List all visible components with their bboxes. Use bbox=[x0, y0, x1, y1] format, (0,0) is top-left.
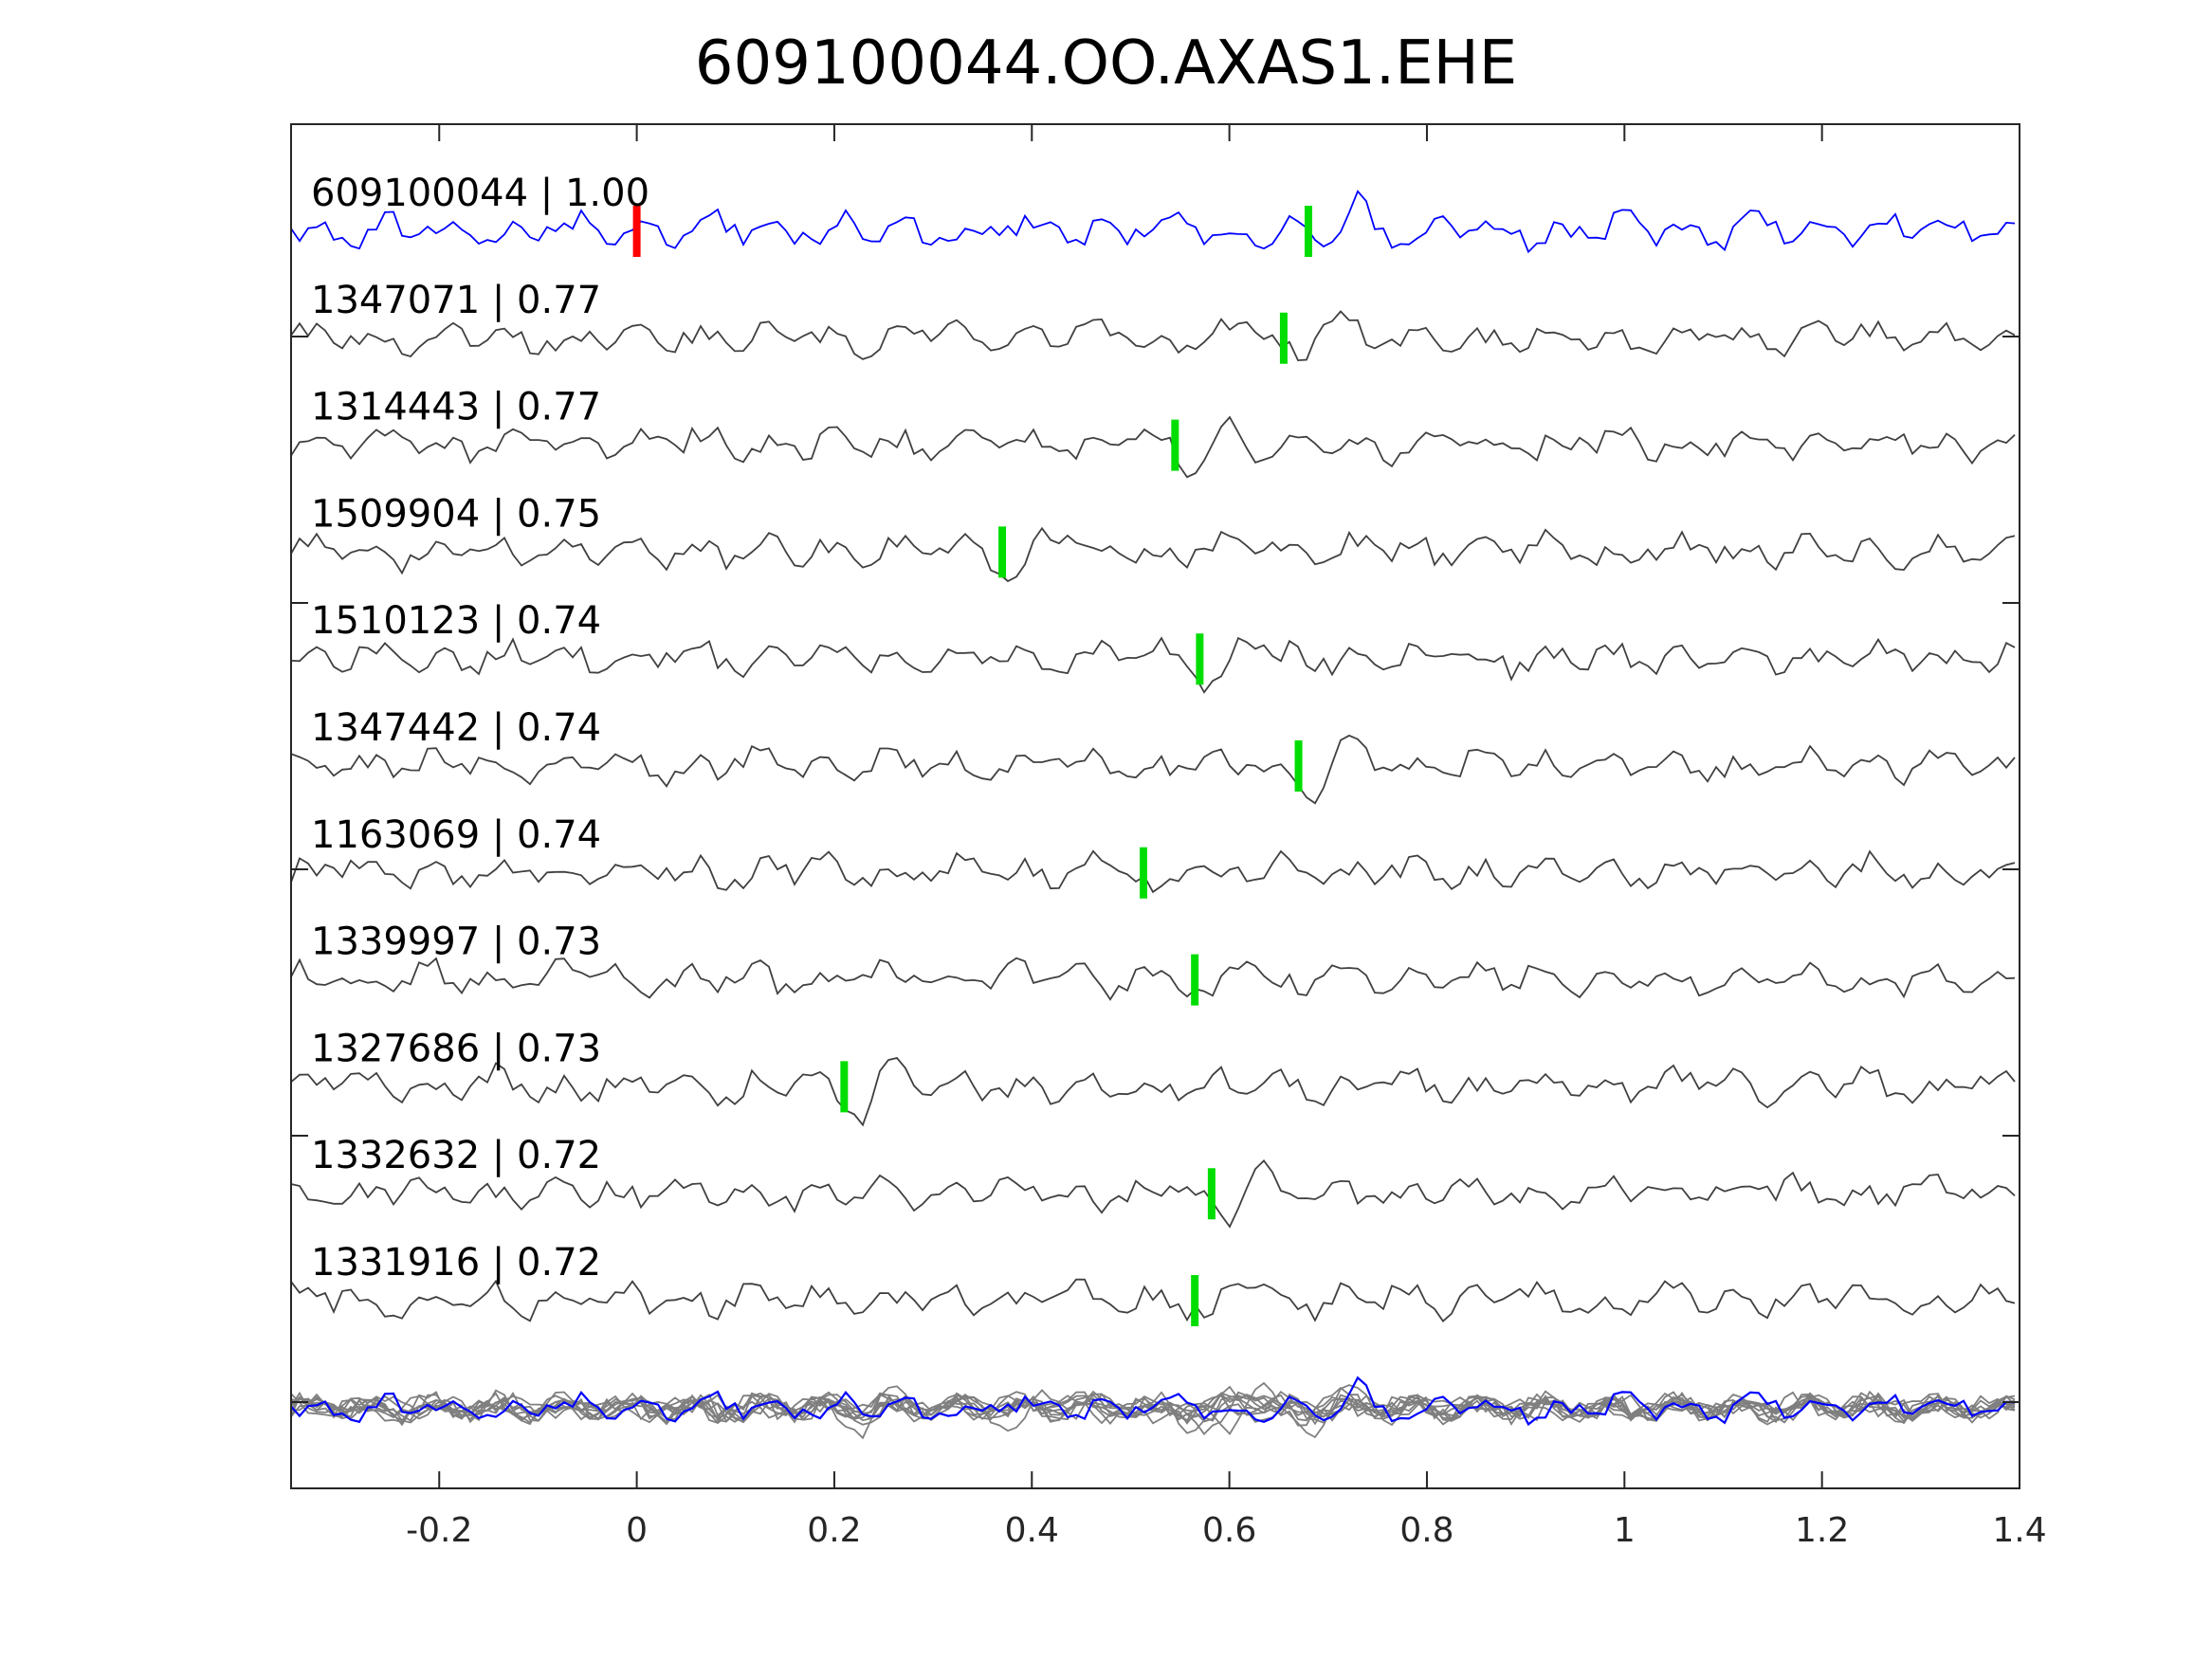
trace-line bbox=[290, 190, 2016, 254]
trace-line bbox=[290, 1278, 2016, 1322]
trace-line bbox=[290, 310, 2016, 362]
x-tick-label: 0.2 bbox=[807, 1511, 861, 1550]
trace-line bbox=[290, 1159, 2016, 1229]
trace-line bbox=[290, 1056, 2016, 1127]
picks-layer bbox=[632, 206, 1312, 1326]
x-tick-label: 0.6 bbox=[1202, 1511, 1256, 1550]
x-tick-label: 0 bbox=[626, 1511, 648, 1550]
trace-label: 1339997 | 0.73 bbox=[311, 921, 601, 964]
axes-layer: -0.2 0 0.2 0.4 0.6 0.8 1 1.2 1.4 bbox=[290, 123, 2047, 1550]
trace-labels-layer: 609100044 | 1.00 1347071 | 0.77 1314443 | … bbox=[311, 172, 649, 1285]
x-tick-label: -0.2 bbox=[406, 1511, 472, 1550]
trace-label: 609100044 | 1.00 bbox=[311, 172, 649, 215]
trace-line bbox=[290, 526, 2016, 583]
x-tick-label: 0.4 bbox=[1005, 1511, 1059, 1550]
traces-layer bbox=[290, 190, 2016, 1322]
trace-label: 1347071 | 0.77 bbox=[311, 279, 601, 322]
x-tick-label: 1 bbox=[1614, 1511, 1636, 1550]
trace-label: 1327686 | 0.73 bbox=[311, 1027, 601, 1070]
trace-label: 1347442 | 0.74 bbox=[311, 706, 601, 750]
stacked-trace-line bbox=[290, 1384, 2016, 1439]
trace-line bbox=[290, 957, 2016, 1001]
trace-label: 1509904 | 0.75 bbox=[311, 492, 601, 536]
x-tick-label: 1.4 bbox=[1992, 1511, 2046, 1550]
trace-line bbox=[290, 734, 2016, 805]
trace-label: 1332632 | 0.72 bbox=[311, 1134, 601, 1177]
trace-line bbox=[290, 849, 2016, 894]
trace-label: 1314443 | 0.77 bbox=[311, 386, 601, 429]
trace-label: 1331916 | 0.72 bbox=[311, 1241, 601, 1285]
stacked-template-line bbox=[290, 1376, 2016, 1427]
stacked-traces-layer bbox=[290, 1376, 2016, 1440]
chart-title: 609100044.OO.AXAS1.EHE bbox=[694, 28, 1518, 99]
x-tick-label: 1.2 bbox=[1795, 1511, 1849, 1550]
trace-line bbox=[290, 636, 2016, 694]
trace-label: 1510123 | 0.74 bbox=[311, 599, 601, 643]
stacked-trace-line bbox=[290, 1391, 2016, 1425]
x-tick-label: 0.8 bbox=[1399, 1511, 1453, 1550]
trace-label: 1163069 | 0.74 bbox=[311, 813, 601, 857]
trace-line bbox=[290, 415, 2016, 479]
plot-frame bbox=[290, 123, 2020, 1489]
